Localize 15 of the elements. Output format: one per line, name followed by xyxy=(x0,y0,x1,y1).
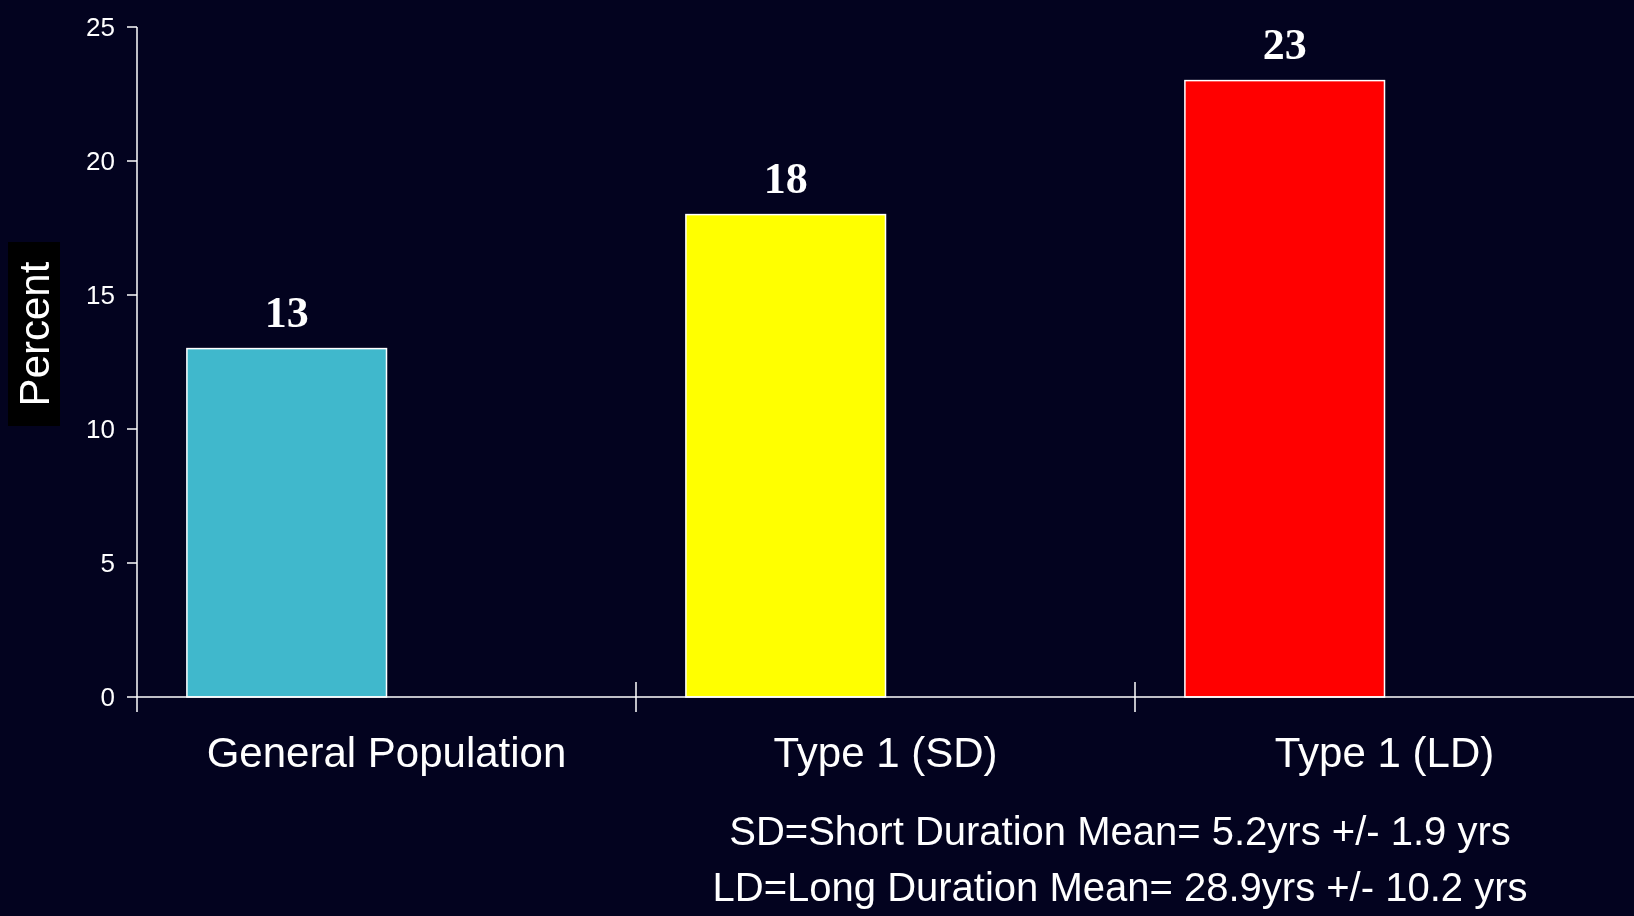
text: SD=Short Duration Mean= 5.2yrs +/- 1.9 yrs xyxy=(729,809,1511,853)
y-tick-label: 5 xyxy=(100,548,115,579)
y-tick-label: 0 xyxy=(100,682,115,713)
x-tick-label: General Population xyxy=(206,729,567,776)
y-tick-label: 20 xyxy=(86,146,115,177)
x-tick-label: Type 1 (SD) xyxy=(773,729,998,776)
y-axis-title: Percent xyxy=(10,261,58,407)
data-label: 18 xyxy=(763,153,808,203)
y-tick-label: 10 xyxy=(86,414,115,445)
x-tick-label: Type 1 (LD) xyxy=(1274,729,1495,776)
data-label: 23 xyxy=(1262,19,1307,69)
text: LD=Long Duration Mean= 28.9yrs +/- 10.2 yrs xyxy=(712,865,1528,909)
y-tick-label: 25 xyxy=(86,12,115,43)
y-tick-label: 15 xyxy=(86,280,115,311)
data-label: 13 xyxy=(264,287,309,337)
